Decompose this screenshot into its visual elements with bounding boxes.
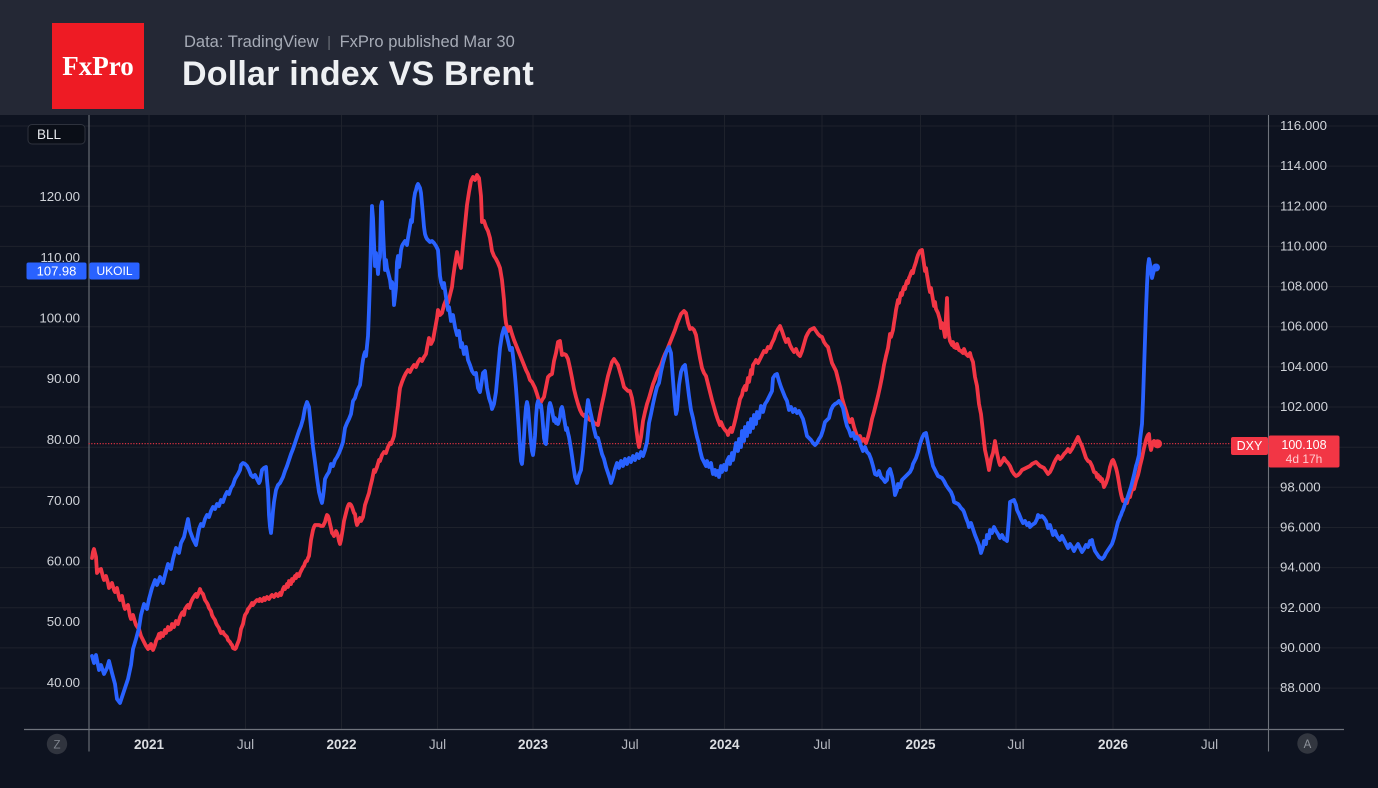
svg-text:Jul: Jul [1201, 737, 1218, 752]
svg-text:A: A [1304, 739, 1312, 751]
svg-text:2024: 2024 [709, 737, 740, 752]
svg-text:UKOIL: UKOIL [96, 264, 132, 278]
svg-text:2025: 2025 [905, 737, 936, 752]
svg-text:50.00: 50.00 [47, 614, 80, 629]
svg-text:100.00: 100.00 [39, 311, 80, 326]
svg-text:Jul: Jul [237, 737, 254, 752]
svg-text:90.000: 90.000 [1280, 640, 1321, 655]
svg-text:Z: Z [53, 740, 60, 752]
svg-text:112.000: 112.000 [1280, 198, 1327, 213]
svg-text:2022: 2022 [326, 737, 356, 752]
svg-text:4d 17h: 4d 17h [1286, 452, 1323, 466]
svg-text:40.00: 40.00 [47, 675, 80, 690]
svg-text:2023: 2023 [518, 737, 549, 752]
svg-text:70.00: 70.00 [47, 493, 80, 508]
svg-text:120.00: 120.00 [39, 189, 80, 204]
svg-text:92.000: 92.000 [1280, 600, 1321, 615]
svg-text:2026: 2026 [1098, 737, 1129, 752]
svg-text:DXY: DXY [1237, 439, 1263, 453]
svg-text:114.000: 114.000 [1280, 158, 1327, 173]
svg-text:60.00: 60.00 [47, 554, 80, 569]
svg-text:Jul: Jul [813, 737, 830, 752]
svg-text:88.000: 88.000 [1280, 680, 1321, 695]
svg-text:108.000: 108.000 [1280, 279, 1328, 294]
svg-text:98.000: 98.000 [1280, 479, 1321, 494]
svg-text:2021: 2021 [134, 737, 165, 752]
svg-text:104.000: 104.000 [1280, 359, 1328, 374]
svg-text:Jul: Jul [1007, 737, 1024, 752]
svg-text:96.000: 96.000 [1280, 520, 1321, 535]
svg-text:110.00: 110.00 [40, 250, 80, 265]
svg-text:Jul: Jul [621, 737, 638, 752]
svg-text:106.000: 106.000 [1280, 319, 1328, 334]
svg-text:116.000: 116.000 [1280, 118, 1327, 133]
svg-text:90.00: 90.00 [47, 371, 80, 386]
svg-text:107.98: 107.98 [37, 264, 77, 279]
svg-text:110.000: 110.000 [1280, 238, 1327, 253]
svg-text:Jul: Jul [429, 737, 446, 752]
svg-text:102.000: 102.000 [1280, 399, 1328, 414]
svg-text:BLL: BLL [37, 127, 62, 142]
svg-text:100.108: 100.108 [1281, 438, 1326, 452]
svg-text:80.00: 80.00 [47, 432, 80, 447]
svg-text:94.000: 94.000 [1280, 560, 1321, 575]
